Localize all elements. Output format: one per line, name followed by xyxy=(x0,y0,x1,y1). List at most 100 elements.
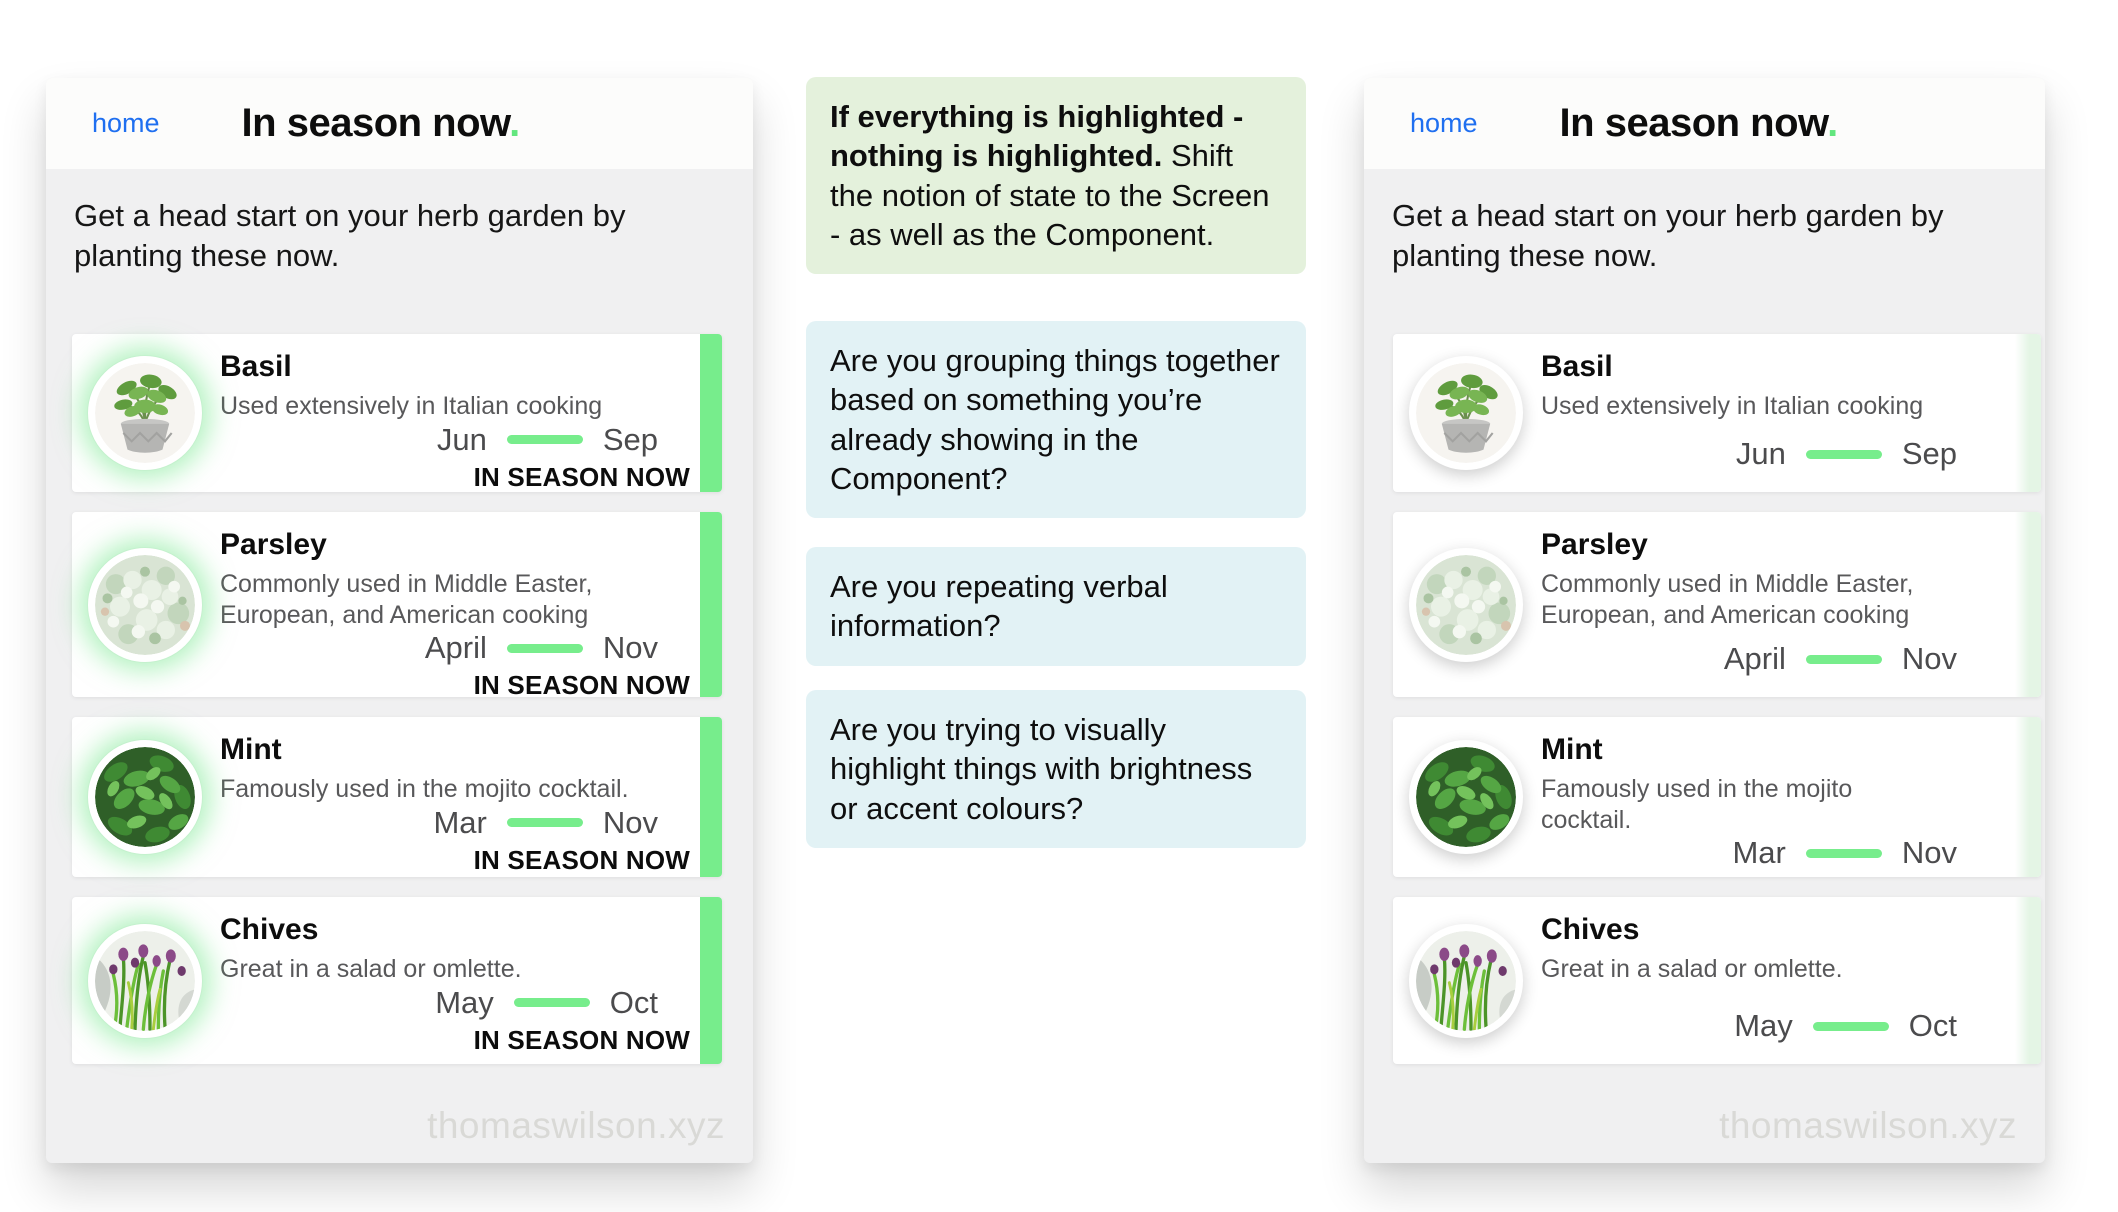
in-season-badge: IN SEASON NOW xyxy=(473,461,690,492)
season-info: May Oct xyxy=(1541,1008,1957,1044)
basil-plant-photo xyxy=(88,356,202,470)
season-start: Mar xyxy=(1732,835,1786,870)
season-end: Oct xyxy=(609,984,658,1020)
herb-description: Great in a salad or omlette. xyxy=(1541,955,1843,983)
annotation-emphasis: If everything is highlighted - nothing i… xyxy=(830,99,1244,174)
screen-header: home In season now. xyxy=(1364,78,2045,169)
site-watermark: thomaswilson.xyz xyxy=(1719,1105,2017,1146)
herb-card-mint[interactable]: Mint Famously used in the mojito cocktai… xyxy=(72,717,722,877)
home-link[interactable]: home xyxy=(1410,108,1478,138)
mint-plant-photo xyxy=(1409,740,1523,854)
season-end: Nov xyxy=(602,804,658,840)
herb-list: Basil Used extensively in Italian cookin… xyxy=(72,334,722,1064)
season-info: Mar Nov IN SEASON NOW xyxy=(220,805,689,876)
season-end: Nov xyxy=(602,630,658,665)
herb-name: Basil xyxy=(220,350,292,383)
season-range-line xyxy=(1805,654,1882,664)
herb-description: Famously used in the mojito cocktail. xyxy=(220,775,629,803)
card-text: Basil Used extensively in Italian cookin… xyxy=(220,350,658,422)
parsley-plant-photo xyxy=(88,547,202,662)
season-end: Sep xyxy=(1901,436,1957,471)
season-range: May Oct xyxy=(1734,1008,1957,1044)
season-tint-bar xyxy=(2015,897,2041,1064)
season-range: Mar Nov xyxy=(433,805,658,841)
season-range-line xyxy=(506,435,583,444)
in-season-badge: IN SEASON NOW xyxy=(473,844,690,875)
parsley-plant-photo xyxy=(1409,547,1523,662)
card-text: Mint Famously used in the mojito cocktai… xyxy=(220,733,658,805)
page-title: In season now. xyxy=(1559,101,1839,146)
season-tint-bar xyxy=(2015,334,2041,492)
mockup-screen-after: home In season now. Get a head start on … xyxy=(1364,78,2045,1163)
season-info: April Nov IN SEASON NOW xyxy=(220,630,690,701)
card-text: Basil Used extensively in Italian cookin… xyxy=(1541,350,1957,422)
in-season-highlight-bar xyxy=(700,512,722,697)
season-range-line xyxy=(1805,449,1882,459)
herb-description: Commonly used in Middle Easter, European… xyxy=(220,570,593,629)
season-range: May Oct xyxy=(435,985,658,1021)
season-info: April Nov xyxy=(1541,641,1957,677)
season-range: April Nov xyxy=(425,630,658,666)
season-info: May Oct IN SEASON NOW xyxy=(220,985,690,1056)
home-link[interactable]: home xyxy=(92,108,160,138)
annotation-note-grouping: Are you grouping things together based o… xyxy=(806,321,1306,519)
herb-description: Used extensively in Italian cooking xyxy=(220,392,603,420)
herb-description: Used extensively in Italian cooking xyxy=(1541,392,1924,420)
herb-name: Basil xyxy=(1541,350,1613,383)
herb-card-mint[interactable]: Mint Famously used in the mojito cocktai… xyxy=(1393,717,2041,877)
annotation-text: Are you grouping things together based o… xyxy=(830,343,1280,497)
herb-name: Chives xyxy=(1541,913,1640,946)
annotation-note-state: If everything is highlighted - nothing i… xyxy=(806,77,1306,275)
season-range: Mar Nov xyxy=(1732,835,1957,871)
season-start: April xyxy=(424,630,487,665)
season-start: May xyxy=(435,984,494,1020)
herb-description: Great in a salad or omlette. xyxy=(220,955,522,983)
herb-name: Chives xyxy=(220,913,319,946)
card-text: Chives Great in a salad or omlette. xyxy=(220,913,658,985)
herb-card-chives[interactable]: Chives Great in a salad or omlette. May … xyxy=(1393,897,2041,1064)
season-info: Jun Sep xyxy=(1541,436,1957,472)
annotation-text: Are you repeating verbal information? xyxy=(830,569,1168,644)
annotation-text: Shift the notion of state to the Screen … xyxy=(830,138,1270,253)
season-tint-bar xyxy=(2015,512,2041,697)
herb-card-basil[interactable]: Basil Used extensively in Italian cookin… xyxy=(1393,334,2041,492)
herb-card-parsley[interactable]: Parsley Commonly used in Middle Easter, … xyxy=(1393,512,2041,697)
season-info: Mar Nov xyxy=(1541,835,1957,871)
basil-plant-photo xyxy=(1409,356,1523,470)
season-start: Jun xyxy=(1735,436,1786,471)
herb-description: Commonly used in Middle Easter, European… xyxy=(1541,570,1914,629)
season-range-line xyxy=(506,818,583,827)
season-end: Nov xyxy=(1901,641,1957,676)
season-start: Jun xyxy=(436,421,487,457)
season-start: April xyxy=(1723,641,1786,676)
page-title-text: In season now xyxy=(1559,101,1828,145)
herb-card-basil[interactable]: Basil Used extensively in Italian cookin… xyxy=(72,334,722,492)
herb-card-chives[interactable]: Chives Great in a salad or omlette. May … xyxy=(72,897,722,1064)
annotation-note-brightness: Are you trying to visually highlight thi… xyxy=(806,690,1306,849)
season-range: Jun Sep xyxy=(437,422,658,458)
card-text: Parsley Commonly used in Middle Easter, … xyxy=(220,528,658,630)
annotation-note-repetition: Are you repeating verbal information? xyxy=(806,547,1306,666)
site-watermark: thomaswilson.xyz xyxy=(427,1105,725,1146)
season-range: April Nov xyxy=(1724,641,1957,677)
in-season-badge: IN SEASON NOW xyxy=(473,1024,690,1055)
screen-header: home In season now. xyxy=(46,78,753,169)
herb-name: Parsley xyxy=(220,528,327,561)
season-range: Jun Sep xyxy=(1736,436,1957,472)
annotation-text: Are you trying to visually highlight thi… xyxy=(830,712,1253,826)
title-accent-dot: . xyxy=(509,101,520,145)
chives-plant-photo xyxy=(1409,923,1523,1038)
card-text: Chives Great in a salad or omlette. xyxy=(1541,913,1957,985)
card-text: Mint Famously used in the mojito cocktai… xyxy=(1541,733,1957,835)
in-season-highlight-bar xyxy=(700,334,722,492)
herb-card-parsley[interactable]: Parsley Commonly used in Middle Easter, … xyxy=(72,512,722,700)
season-info: Jun Sep IN SEASON NOW xyxy=(220,422,690,493)
page-title-text: In season now xyxy=(241,101,510,145)
mockup-screen-before: home In season now. Get a head start on … xyxy=(46,78,753,1163)
herb-name: Parsley xyxy=(1541,528,1648,561)
intro-text: Get a head start on your herb garden by … xyxy=(74,198,626,274)
season-end: Sep xyxy=(602,421,658,457)
herb-name: Mint xyxy=(220,733,282,766)
title-accent-dot: . xyxy=(1827,101,1838,145)
season-range-line xyxy=(506,643,583,653)
